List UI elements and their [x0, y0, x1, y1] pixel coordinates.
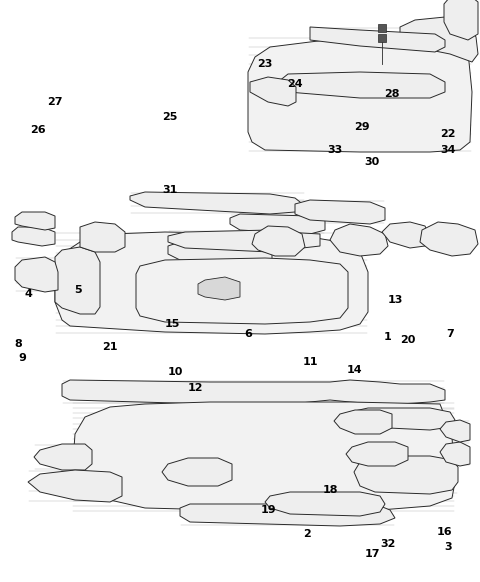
Polygon shape [62, 380, 445, 404]
Bar [378, 34, 386, 42]
Text: 27: 27 [47, 97, 63, 107]
Text: 21: 21 [102, 342, 118, 352]
Text: 14: 14 [347, 365, 363, 375]
Text: 19: 19 [260, 505, 276, 515]
Text: 30: 30 [364, 157, 380, 167]
Polygon shape [136, 258, 348, 324]
Polygon shape [15, 257, 58, 292]
Polygon shape [198, 277, 240, 300]
Polygon shape [346, 442, 408, 466]
Polygon shape [168, 242, 272, 266]
Polygon shape [55, 247, 100, 314]
Polygon shape [180, 504, 395, 526]
Text: 24: 24 [287, 79, 303, 89]
Polygon shape [330, 224, 388, 256]
Polygon shape [162, 458, 232, 486]
Polygon shape [334, 410, 392, 434]
Bar [378, 24, 386, 32]
Text: 15: 15 [164, 319, 180, 329]
Text: 23: 23 [257, 59, 273, 69]
Text: 34: 34 [440, 145, 456, 155]
Polygon shape [250, 77, 296, 106]
Text: 16: 16 [437, 527, 453, 537]
Polygon shape [34, 444, 92, 470]
Polygon shape [382, 222, 430, 248]
Text: 9: 9 [18, 353, 26, 363]
Polygon shape [265, 492, 385, 516]
Polygon shape [440, 420, 470, 442]
Text: 7: 7 [446, 329, 454, 339]
Text: 33: 33 [327, 145, 343, 155]
Text: 2: 2 [303, 529, 311, 539]
Text: 3: 3 [444, 542, 452, 552]
Text: 22: 22 [440, 129, 456, 139]
Polygon shape [440, 442, 470, 466]
Text: 17: 17 [364, 549, 380, 559]
Polygon shape [230, 214, 325, 234]
Text: 32: 32 [380, 539, 396, 549]
Polygon shape [295, 200, 385, 224]
Text: 11: 11 [302, 357, 318, 367]
Polygon shape [252, 226, 305, 256]
Polygon shape [28, 470, 122, 502]
Text: 5: 5 [74, 285, 82, 295]
Text: 18: 18 [322, 485, 338, 495]
Text: 25: 25 [162, 112, 178, 122]
Polygon shape [310, 27, 445, 52]
Text: 26: 26 [30, 125, 46, 135]
Polygon shape [444, 0, 478, 40]
Text: 1: 1 [384, 332, 392, 342]
Polygon shape [80, 222, 125, 252]
Text: 13: 13 [387, 295, 403, 305]
Polygon shape [168, 230, 320, 252]
Polygon shape [344, 408, 455, 430]
Text: 20: 20 [400, 335, 416, 345]
Polygon shape [420, 222, 478, 256]
Text: 28: 28 [384, 89, 400, 99]
Text: 8: 8 [14, 339, 22, 349]
Polygon shape [400, 17, 478, 62]
Polygon shape [354, 456, 458, 494]
Polygon shape [72, 402, 455, 512]
Text: 12: 12 [187, 383, 203, 393]
Text: 10: 10 [168, 367, 183, 377]
Polygon shape [130, 192, 305, 214]
Text: 29: 29 [354, 122, 370, 132]
Polygon shape [15, 212, 55, 230]
Text: 31: 31 [162, 185, 178, 195]
Polygon shape [55, 232, 368, 334]
Polygon shape [12, 227, 55, 246]
Text: 4: 4 [24, 289, 32, 299]
Polygon shape [278, 72, 445, 98]
Text: 6: 6 [244, 329, 252, 339]
Polygon shape [248, 37, 472, 152]
